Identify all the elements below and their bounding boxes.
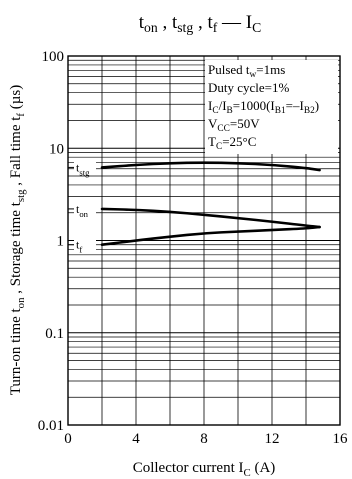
- condition-line: Duty cycle=1%: [208, 80, 290, 95]
- series-label-ton: ton​: [76, 202, 89, 219]
- series-line-tstg: [100, 161, 321, 172]
- x-tick-label: 12: [265, 431, 280, 447]
- condition-line: VCC​=50V: [208, 116, 260, 134]
- condition-line: IC​/IB​=1000(IB1​=–IB2​): [208, 98, 319, 116]
- conditions-box-bg: [205, 60, 338, 154]
- condition-line: Pulsed tw​=1ms: [208, 62, 285, 80]
- label-bg-tf: [74, 236, 96, 252]
- series-label-tf: tf​: [76, 238, 82, 255]
- label-bg-ton: [74, 200, 96, 216]
- y-axis-title: Turn-on time ton​ , Storage time tstg​ ,…: [8, 85, 27, 396]
- x-axis-title: Collector current IC​ (A): [133, 460, 276, 479]
- y-tick-label: 10: [49, 141, 64, 157]
- x-tick-label: 0: [64, 431, 72, 447]
- label-bg-tstg: [74, 159, 96, 175]
- y-tick-label: 0.1: [45, 326, 64, 342]
- chart-title: ton​ , tstg​ , tf​ — IC​: [139, 12, 262, 35]
- series-line-ton: [100, 207, 321, 229]
- tick-labels: 0 4 8 12 16 0.01 0.1 1 10 100: [38, 49, 348, 447]
- x-tick-label: 8: [200, 431, 208, 447]
- x-tick-label: 16: [333, 431, 349, 447]
- y-tick-label: 100: [42, 49, 65, 65]
- series-label-tstg: tstg​: [76, 160, 90, 177]
- condition-line: TC​=25°C: [208, 134, 256, 152]
- y-tick-label: 0.01: [38, 418, 64, 434]
- grid: [67, 55, 341, 426]
- series-layer: tstg​ ton​ tf​: [68, 159, 321, 255]
- y-tick-label: 1: [57, 234, 65, 250]
- series-line-tf: [100, 225, 321, 247]
- x-tick-label: 4: [132, 431, 140, 447]
